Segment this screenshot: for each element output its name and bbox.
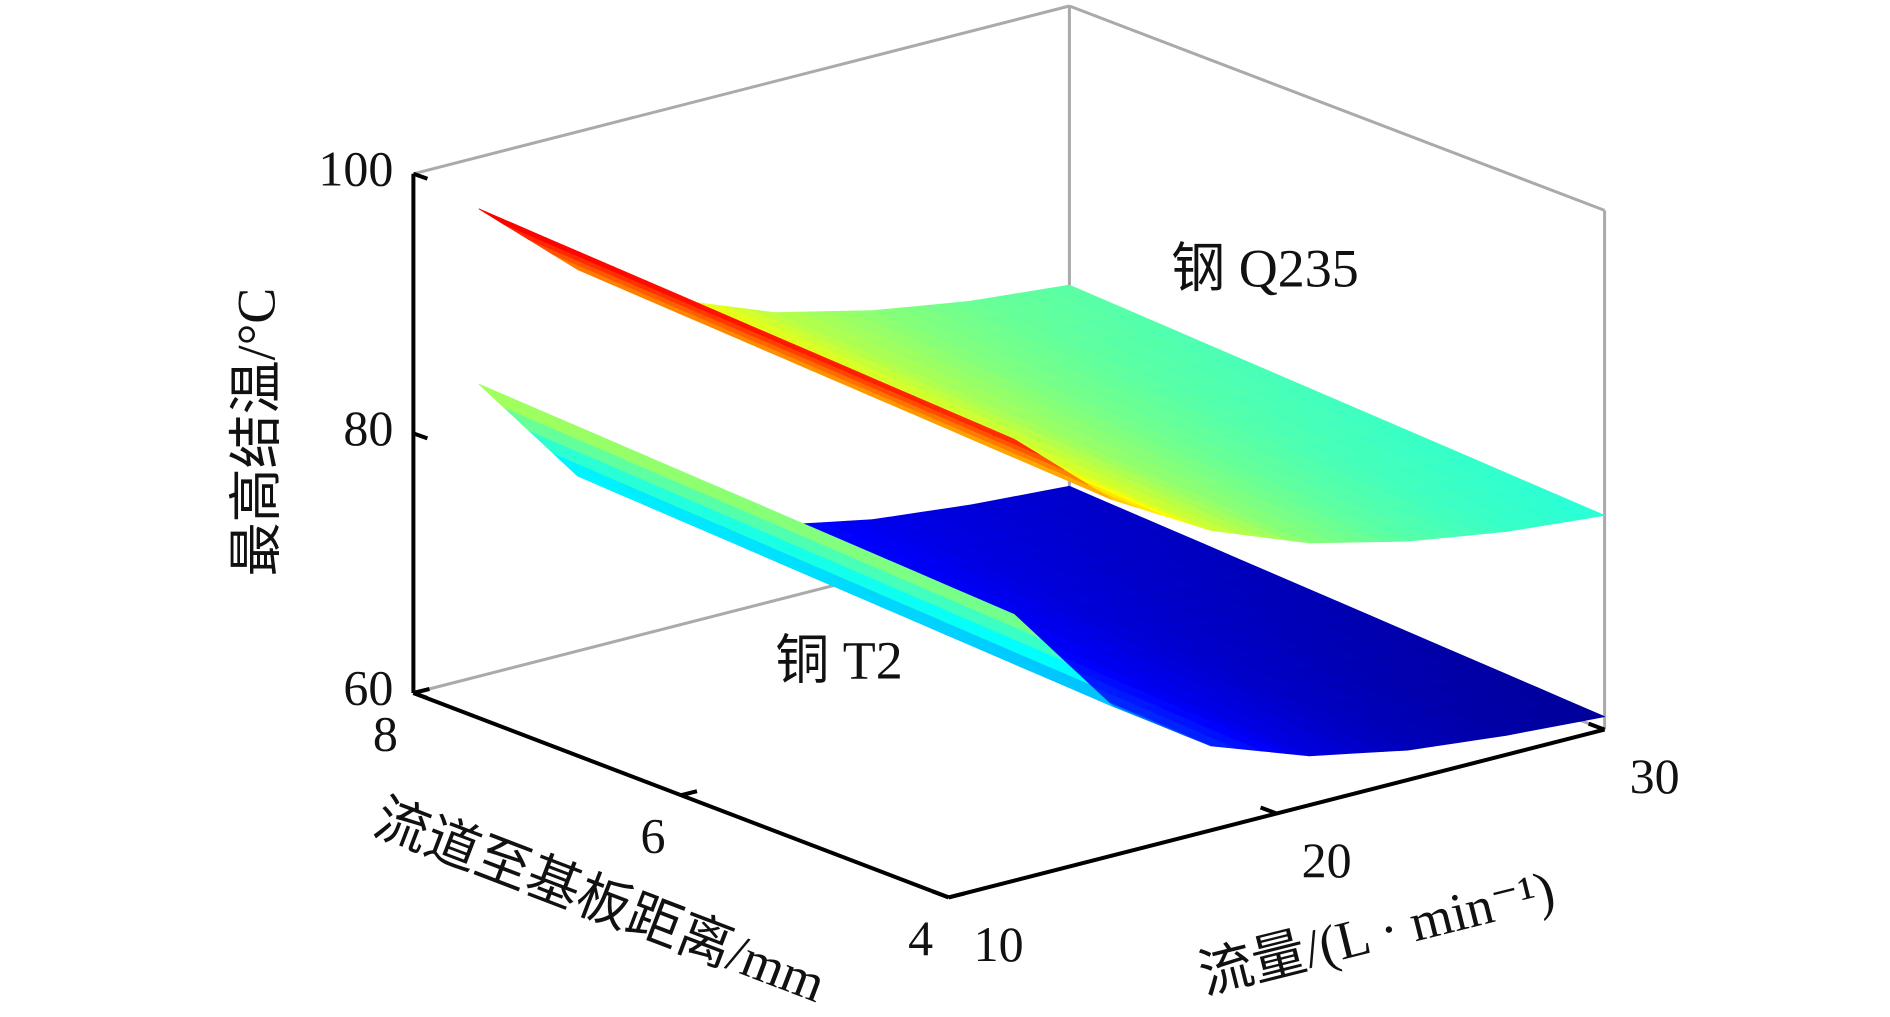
box-edge — [413, 4, 1070, 176]
z-axis-label: 最高结温/°C — [226, 288, 286, 577]
z-tick — [412, 171, 429, 181]
z-tick-label: 60 — [343, 659, 393, 715]
surface-patch — [536, 238, 596, 269]
y-tick — [680, 789, 698, 798]
series-label: 铜 T2 — [775, 630, 903, 690]
y-tick — [412, 687, 430, 695]
z-tick-label: 80 — [343, 400, 393, 456]
y-tick-label: 6 — [641, 808, 666, 864]
x-tick-label: 20 — [1302, 832, 1352, 888]
y-tick-label: 4 — [908, 910, 933, 966]
x-tick — [931, 889, 950, 900]
surface-patch — [503, 223, 563, 255]
x-tick — [1587, 721, 1606, 732]
axes — [411, 171, 1606, 900]
x-tick-label: 30 — [1630, 748, 1680, 804]
z-tick — [412, 431, 429, 441]
surface-patch — [980, 599, 1040, 638]
y-tick-label: 8 — [373, 705, 398, 761]
surface-patch — [980, 424, 1040, 455]
y-axis-label: 流道至基板距离/mm — [366, 788, 833, 1014]
surface-patch — [478, 383, 538, 422]
series-label: 钢 Q235 — [1171, 238, 1359, 298]
box-edge — [1068, 4, 1606, 212]
x-tick — [1259, 805, 1278, 816]
x-tick-label: 10 — [974, 916, 1024, 972]
y-tick — [948, 891, 966, 900]
z-tick-label: 100 — [318, 140, 393, 196]
surface-patch — [478, 208, 538, 239]
surfaces — [478, 208, 1605, 757]
surface-patch — [512, 222, 571, 254]
x-axis-label: 流量/(L · min⁻¹) — [1193, 859, 1560, 1005]
